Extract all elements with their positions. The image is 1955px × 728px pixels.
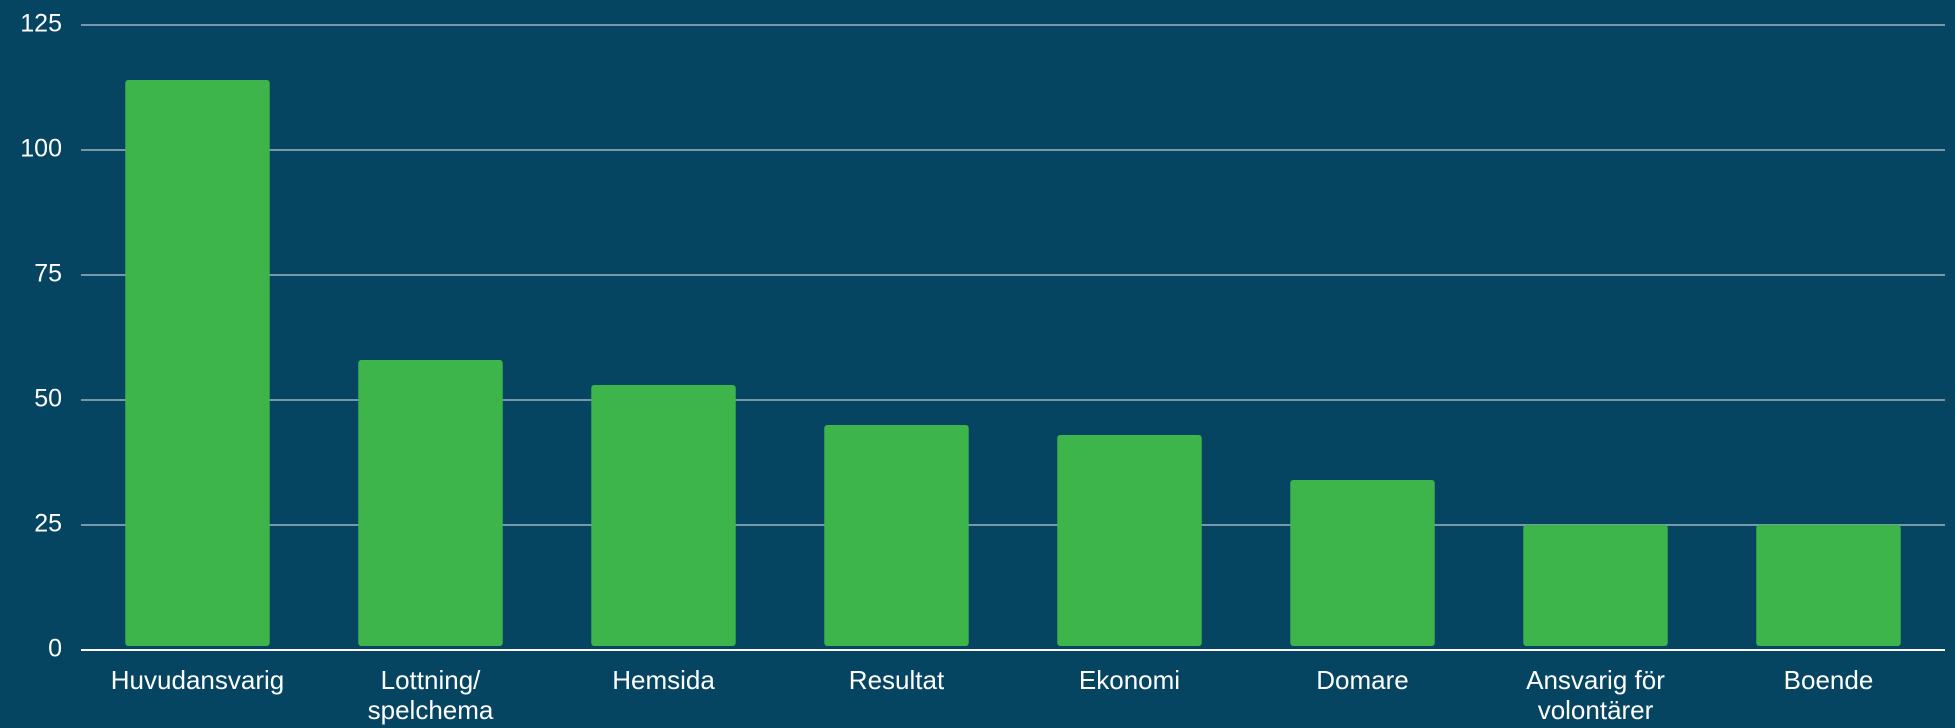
x-tick-label: Boende	[1783, 665, 1874, 695]
bar	[1057, 435, 1202, 646]
bar	[125, 80, 270, 646]
y-tick-label: 0	[48, 635, 62, 663]
bar	[1290, 480, 1435, 646]
x-tick-label: Ekonomi	[1078, 665, 1181, 695]
bar	[1523, 525, 1668, 646]
y-tick-label: 25	[34, 510, 62, 538]
bar	[824, 425, 969, 646]
x-tick-label: Resultat	[848, 665, 945, 695]
bar	[358, 360, 503, 646]
y-tick-label: 125	[20, 10, 62, 38]
x-tick-label: Ansvarig för volontärer	[1526, 665, 1665, 725]
y-tick-label: 50	[34, 385, 62, 413]
bar	[1756, 525, 1901, 646]
x-tick-label: Domare	[1316, 665, 1409, 695]
x-tick-label: Hemsida	[612, 665, 715, 695]
bar	[591, 385, 736, 646]
x-tick-label: Huvudansvarig	[110, 665, 285, 695]
y-tick-label: 100	[20, 135, 62, 163]
y-tick-label: 75	[34, 260, 62, 288]
x-tick-label: Lottning/ spelchema	[367, 665, 494, 725]
